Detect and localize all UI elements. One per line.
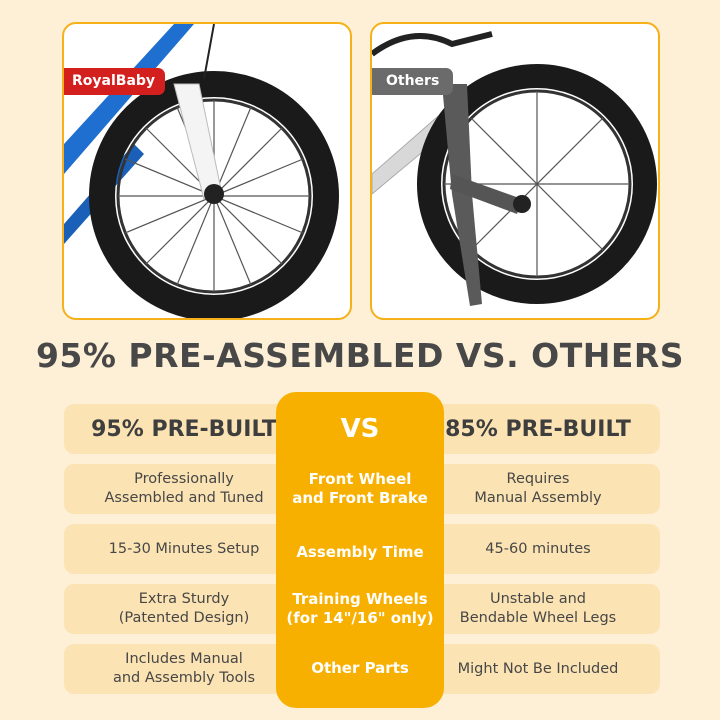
left-header: 95% PRE-BUILT	[64, 404, 304, 454]
left-cell-4: Includes Manual and Assembly Tools	[64, 644, 304, 694]
left-cell-3: Extra Sturdy (Patented Design)	[64, 584, 304, 634]
right-header: 85% PRE-BUILT	[416, 404, 660, 454]
right-cell-3: Unstable and Bendable Wheel Legs	[416, 584, 660, 634]
right-cell-1: Requires Manual Assembly	[416, 464, 660, 514]
center-cell-2: Assembly Time	[296, 542, 424, 561]
left-cell-1: Professionally Assembled and Tuned	[64, 464, 304, 514]
center-cell-3: Training Wheels (for 14"/16" only)	[286, 590, 434, 627]
center-cell-1: Front Wheel and Front Brake	[292, 470, 428, 507]
others-bike-photo: Others	[370, 22, 660, 320]
center-cell-4: Other Parts	[311, 658, 409, 677]
left-cell-2: 15-30 Minutes Setup	[64, 524, 304, 574]
royalbaby-label: RoyalBaby	[64, 68, 166, 95]
center-column	[276, 392, 444, 708]
royalbaby-bike-photo: RoyalBaby	[62, 22, 352, 320]
page-title: 95% PRE-ASSEMBLED VS. OTHERS	[35, 336, 685, 375]
others-label: Others	[372, 68, 454, 95]
right-cell-2: 45-60 minutes	[416, 524, 660, 574]
vs-header: VS	[340, 413, 380, 444]
right-cell-4: Might Not Be Included	[416, 644, 660, 694]
royalbaby-wheel-illustration	[64, 24, 339, 318]
others-wheel-illustration	[372, 31, 657, 306]
